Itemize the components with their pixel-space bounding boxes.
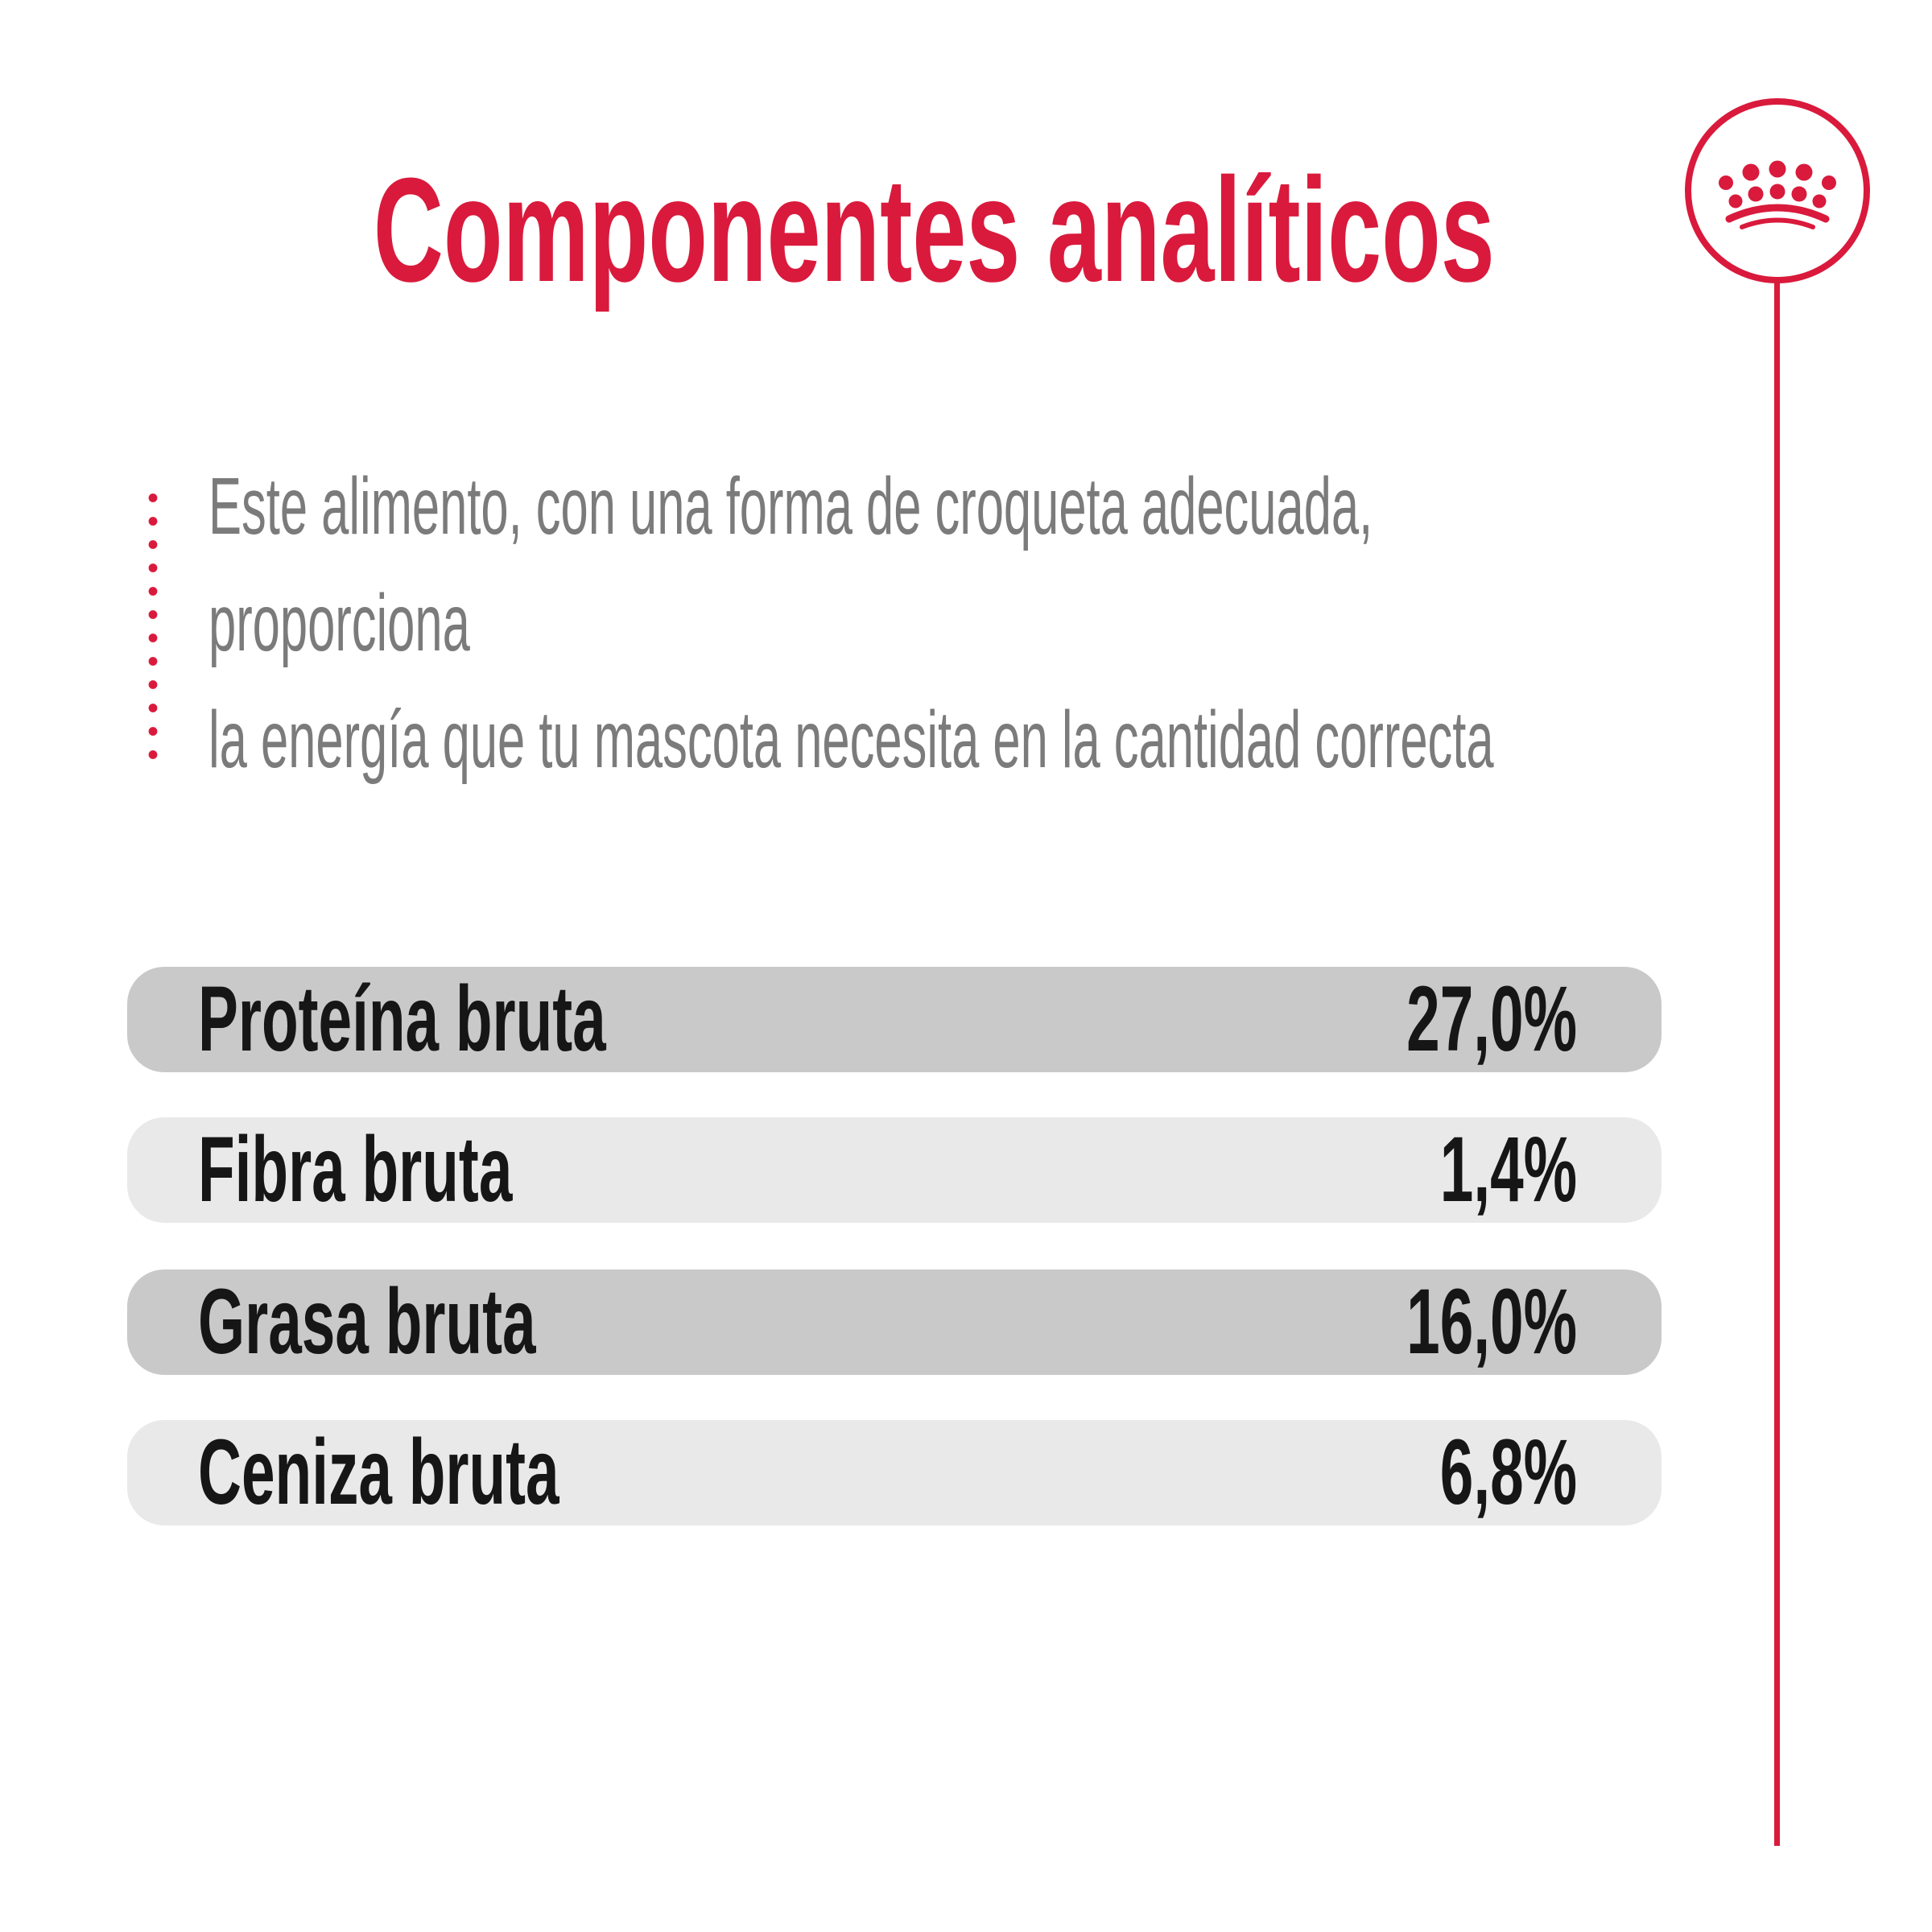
row-label: Ceniza bruta [198,1421,559,1524]
table-row: Ceniza bruta 6,8% [127,1420,1662,1525]
intro-paragraph: Este alimento, con una forma de croqueta… [208,448,1738,799]
intro-line: la energía que tu mascota necesita en la… [208,682,1738,799]
intro-line-2-text: proporciona [208,578,470,668]
table-row: Fibra bruta 1,4% [127,1117,1662,1223]
row-value: 1,4% [1439,1118,1577,1221]
intro-line: Este alimento, con una forma de croqueta… [208,448,1738,565]
row-value: 27,0% [1406,968,1577,1071]
row-label: Grasa bruta [198,1270,536,1373]
logo-circle-outline [1685,98,1870,283]
intro-line-1-text: Este alimento, con una forma de croqueta… [208,461,1373,551]
table-row: Grasa bruta 16,0% [127,1269,1662,1375]
row-label: Proteína bruta [198,968,606,1071]
row-value: 16,0% [1406,1270,1577,1373]
page-title-text: Componentes analíticos [373,147,1495,312]
dotted-accent-line [148,486,158,766]
crown-icon [1719,160,1836,229]
table-row: Proteína bruta 27,0% [127,967,1662,1072]
intro-line-3-text: la energía que tu mascota necesita en la… [208,695,1494,785]
royal-canin-crown-logo [1685,98,1870,283]
page-title: Componentes analíticos [0,155,1868,303]
row-label: Fibra bruta [198,1118,513,1221]
intro-line: proporciona [208,565,1738,682]
vertical-accent-line [1774,281,1780,1846]
row-value: 6,8% [1439,1421,1577,1524]
